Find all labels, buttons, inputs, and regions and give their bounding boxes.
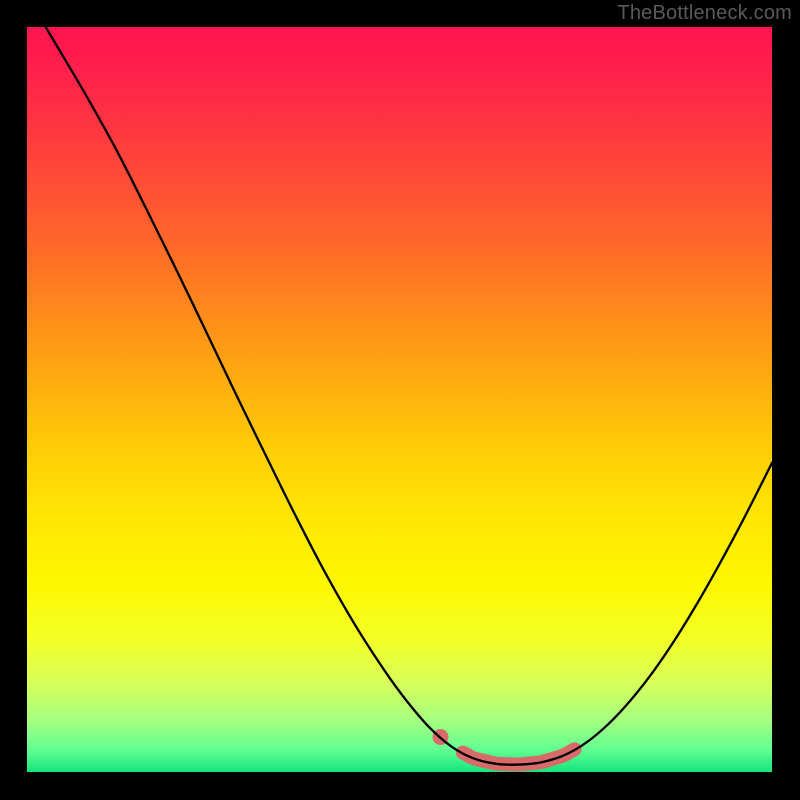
bottleneck-curve [46,27,772,765]
plot-frame [27,27,772,772]
curve-overlay [27,27,772,772]
chart-stage: TheBottleneck.com [0,0,800,800]
watermark-text: TheBottleneck.com [617,2,792,25]
